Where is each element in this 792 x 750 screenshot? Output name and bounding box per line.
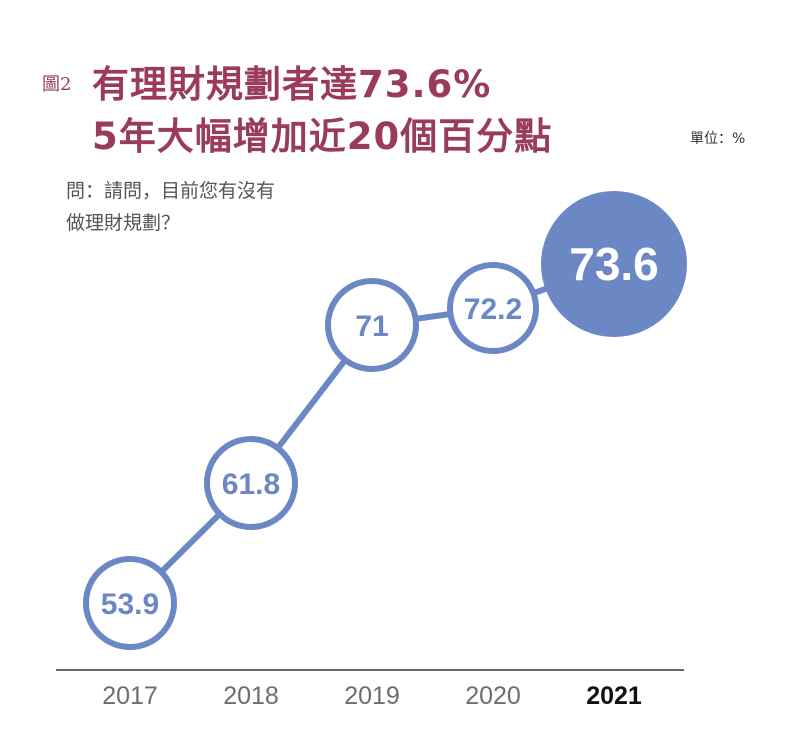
x-tick-label: 2021 [586, 682, 642, 710]
figure-label: 圖2 [42, 74, 72, 95]
survey-question-line-1: 問：請問，目前您有沒有 [66, 180, 276, 202]
data-point [204, 436, 298, 530]
data-label: 71 [355, 310, 388, 343]
data-label: 61.8 [222, 468, 280, 501]
x-tick-label: 2017 [102, 682, 158, 710]
x-tick-label: 2019 [344, 682, 400, 710]
chart-title-line-1: 有理財規劃者達73.6% [92, 63, 492, 106]
data-point [83, 556, 177, 650]
data-label: 53.9 [101, 588, 159, 621]
x-tick-label: 2020 [465, 682, 521, 710]
data-point [325, 278, 419, 372]
highlight-data-point [541, 191, 687, 337]
data-point [447, 262, 539, 354]
chart-title-line-2: 5年大幅增加近20個百分點 [92, 115, 553, 158]
data-label: 73.6 [569, 238, 659, 290]
unit-label: 單位：% [690, 131, 746, 147]
data-label: 72.2 [464, 293, 522, 326]
x-tick-label: 2018 [223, 682, 279, 710]
survey-question-line-2: 做理財規劃？ [66, 212, 181, 234]
